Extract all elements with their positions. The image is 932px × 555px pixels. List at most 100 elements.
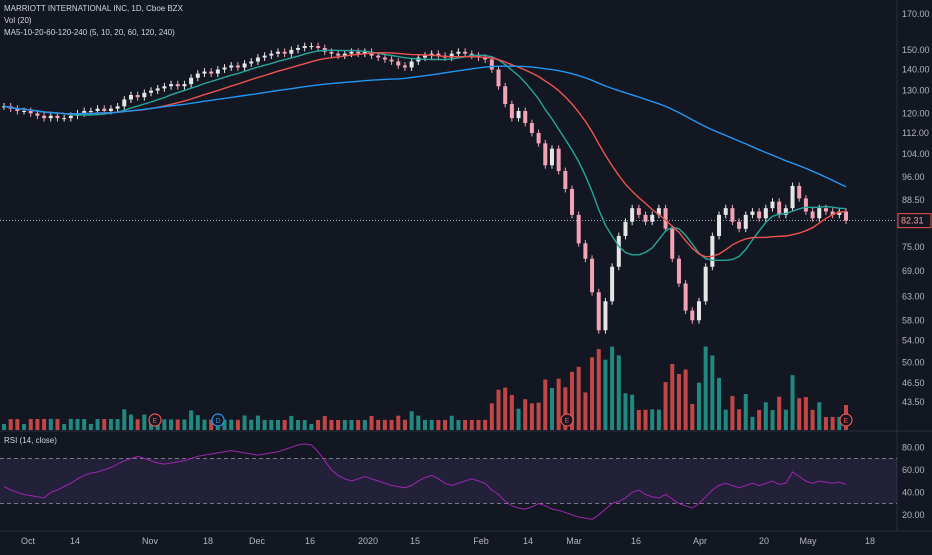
event-label: D bbox=[216, 418, 221, 425]
volume-bar bbox=[683, 369, 688, 430]
time-tick-label: 18 bbox=[865, 536, 875, 546]
candle-body bbox=[650, 214, 655, 222]
price-tick-label: 54.00 bbox=[902, 336, 925, 346]
candle-body bbox=[717, 214, 722, 236]
volume-bar bbox=[128, 414, 133, 430]
candle-body bbox=[590, 258, 595, 293]
rsi-tick-label: 80.00 bbox=[902, 442, 925, 452]
volume-bar bbox=[636, 410, 641, 430]
volume-bar bbox=[603, 359, 608, 430]
candle-body bbox=[28, 111, 33, 114]
candle-body bbox=[316, 46, 321, 48]
volume-bar bbox=[790, 375, 795, 430]
candle-body bbox=[763, 208, 768, 219]
volume-bar bbox=[362, 419, 367, 430]
candle-body bbox=[690, 310, 695, 321]
candle-body bbox=[402, 65, 407, 68]
candle-body bbox=[82, 111, 87, 114]
candle-body bbox=[296, 47, 301, 50]
candle-body bbox=[523, 111, 528, 124]
candle-body bbox=[88, 111, 93, 113]
candle-body bbox=[15, 108, 20, 112]
candle-body bbox=[623, 221, 628, 236]
price-tick-label: 104.00 bbox=[902, 149, 930, 159]
rsi-tick-label: 40.00 bbox=[902, 487, 925, 497]
last-price-tag bbox=[897, 213, 932, 229]
volume-bar bbox=[75, 418, 80, 430]
candle-body bbox=[215, 69, 220, 74]
volume-bar bbox=[583, 392, 588, 430]
candle-body bbox=[169, 84, 174, 87]
candle-body bbox=[663, 208, 668, 229]
candle-body bbox=[456, 51, 461, 54]
candle-body bbox=[102, 108, 107, 112]
volume-bar bbox=[296, 420, 301, 430]
price-tick-label: 88.50 bbox=[902, 195, 925, 205]
candle-body bbox=[255, 57, 260, 62]
volume-bar bbox=[262, 419, 267, 430]
volume-bar bbox=[282, 419, 287, 430]
candle-body bbox=[396, 61, 401, 66]
candle-body bbox=[342, 53, 347, 56]
candle-body bbox=[636, 208, 641, 215]
candle-body bbox=[48, 115, 53, 119]
candle-body bbox=[596, 292, 601, 331]
volume-bar bbox=[556, 378, 561, 430]
volume-bar bbox=[610, 346, 615, 430]
volume-bar bbox=[275, 419, 280, 430]
volume-bar bbox=[723, 409, 728, 430]
volume-bar bbox=[703, 346, 708, 430]
candle-body bbox=[115, 106, 120, 109]
volume-legend: Vol (20) bbox=[4, 16, 32, 25]
candle-body bbox=[422, 55, 428, 58]
candle-body bbox=[797, 185, 802, 199]
event-marker bbox=[211, 413, 225, 427]
volume-bar bbox=[590, 357, 595, 430]
candle-body bbox=[155, 88, 160, 91]
volume-bar bbox=[563, 387, 568, 430]
volume-bar bbox=[469, 419, 474, 430]
event-marker bbox=[148, 413, 162, 427]
volume-bar bbox=[416, 415, 421, 430]
volume-bar bbox=[376, 419, 381, 430]
time-tick-label: 2020 bbox=[358, 536, 378, 546]
volume-bar bbox=[409, 411, 414, 430]
candle-body bbox=[536, 133, 541, 144]
time-tick-label: 20 bbox=[759, 536, 769, 546]
candle-body bbox=[670, 228, 675, 259]
volume-bar bbox=[162, 419, 167, 430]
volume-bar bbox=[817, 402, 822, 430]
volume-bar bbox=[797, 398, 802, 430]
volume-bar bbox=[596, 349, 601, 430]
volume-bar bbox=[289, 415, 294, 430]
candle-body bbox=[249, 61, 254, 64]
candle-body bbox=[483, 57, 488, 60]
candle-body bbox=[135, 95, 140, 98]
candle-body bbox=[108, 108, 113, 112]
ma-legend: MA5-10-20-60-120-240 (5, 10, 20, 60, 120… bbox=[4, 28, 175, 37]
volume-bar bbox=[202, 419, 207, 430]
volume-bar bbox=[396, 415, 401, 430]
volume-bar bbox=[35, 419, 40, 430]
candle-body bbox=[676, 258, 681, 284]
volume-bar bbox=[489, 403, 494, 430]
candle-body bbox=[68, 115, 73, 119]
candle-body bbox=[55, 115, 60, 119]
candle-body bbox=[556, 148, 561, 171]
candle-body bbox=[62, 118, 67, 120]
volume-bar bbox=[737, 409, 742, 430]
candle-body bbox=[229, 65, 234, 68]
candle-body bbox=[683, 283, 688, 311]
candle-body bbox=[463, 51, 468, 54]
candle-body bbox=[630, 208, 635, 222]
volume-bar bbox=[743, 394, 748, 430]
volume-bar bbox=[229, 419, 234, 430]
event-marker bbox=[560, 413, 574, 427]
candle-body bbox=[289, 49, 294, 54]
price-tick-label: 112.00 bbox=[902, 128, 929, 138]
candle-body bbox=[128, 95, 133, 100]
candle-body bbox=[603, 301, 608, 331]
time-tick-label: 14 bbox=[523, 536, 533, 546]
